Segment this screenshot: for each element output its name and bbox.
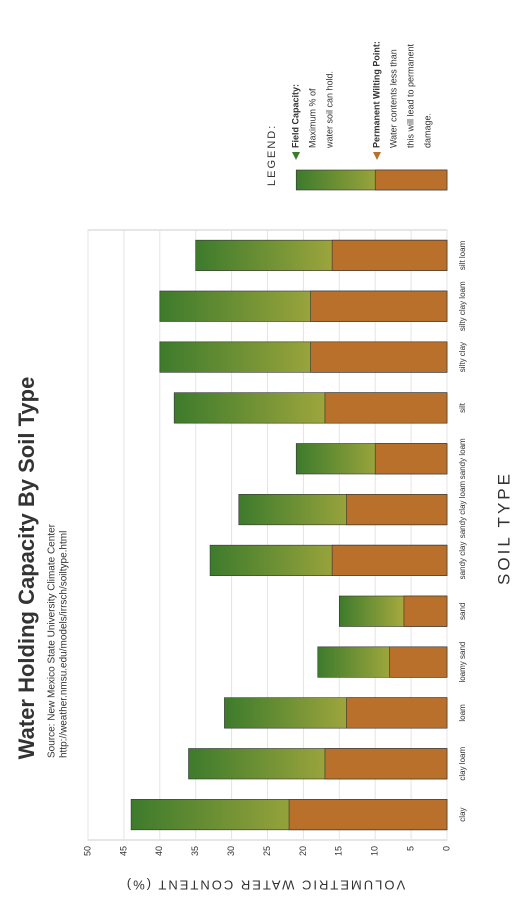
y-tick-label: 40	[154, 846, 164, 856]
x-tick-label: silty clay loam	[458, 281, 467, 331]
x-tick-label: clay loam	[458, 747, 467, 781]
y-tick-label: 35	[190, 846, 200, 856]
legend-entry: Field Capacity:	[290, 84, 300, 148]
legend-swatch-wilting-point	[374, 169, 448, 191]
wilting-point-bar	[374, 443, 448, 475]
legend-entry: Permanent Wilting Point:	[371, 41, 381, 148]
legend-description: Water contents less than	[388, 49, 398, 148]
x-tick-label: loam	[458, 704, 467, 722]
y-tick-label: 20	[298, 846, 308, 856]
wilting-point-bar	[346, 494, 448, 526]
source: Source: New Mexico State University Clim…	[47, 523, 58, 758]
wilting-point-bar	[403, 595, 448, 627]
x-tick-label: clay	[458, 807, 467, 821]
wilting-point-bar	[310, 341, 448, 373]
legend-marker	[373, 152, 381, 160]
source-url: http://weather.nmsu.edu/models/irrsch/so…	[59, 531, 70, 758]
wilting-point-bar	[324, 392, 448, 424]
legend-description: this will lead to permanent	[405, 43, 415, 148]
x-tick-label: loamy sand	[458, 642, 467, 683]
wilting-point-bar	[389, 646, 448, 678]
x-tick-label: sandy loam	[458, 438, 467, 479]
y-tick-label: 30	[226, 846, 236, 856]
wilting-point-bar	[331, 239, 448, 271]
y-tick-label: 45	[118, 846, 128, 856]
chart-title: Water Holding Capacity By Soil Type	[14, 377, 39, 760]
legend-title: LEGEND:	[266, 124, 278, 186]
x-tick-label: silt	[458, 402, 467, 413]
y-tick-label: 0	[441, 846, 451, 851]
y-tick-label: 5	[405, 846, 415, 851]
y-tick-label: 10	[370, 846, 380, 856]
y-tick-label: 15	[334, 846, 344, 856]
y-axis-label: VOLUMETRIC WATER CONTENT (%)	[125, 878, 405, 893]
x-axis-label: SOIL TYPE	[494, 471, 513, 585]
x-tick-label: sandy clay loam	[458, 481, 467, 539]
x-tick-label: silty clay	[458, 342, 467, 372]
wilting-point-bar	[324, 748, 448, 780]
x-tick-label: silt loam	[458, 240, 467, 270]
y-tick-label: 25	[262, 846, 272, 856]
legend-marker	[292, 152, 300, 160]
wilting-point-bar	[288, 799, 448, 831]
legend-description: water soil can hold.	[324, 71, 334, 149]
wilting-point-bar	[310, 290, 448, 322]
x-tick-label: sandy clay	[458, 542, 467, 580]
x-tick-label: sand	[458, 603, 467, 620]
legend-description: damage.	[422, 113, 432, 148]
wilting-point-bar	[346, 697, 448, 729]
legend-description: Maximum % of	[307, 88, 317, 148]
wilting-point-bar	[331, 544, 448, 576]
y-tick-label: 50	[82, 846, 92, 856]
